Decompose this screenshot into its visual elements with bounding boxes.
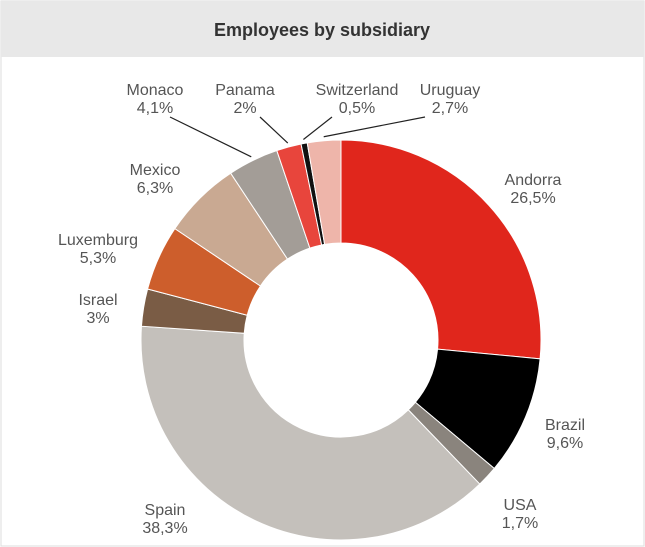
category-label: Mexico [130, 162, 181, 179]
category-label: Panama [215, 82, 275, 99]
value-label: 38,3% [142, 520, 187, 537]
value-label: 26,5% [510, 190, 555, 207]
category-label: Spain [145, 502, 186, 519]
header [1, 1, 644, 57]
category-label: Monaco [127, 82, 184, 99]
donut-slice [306, 139, 342, 245]
value-label: 5,3% [80, 250, 116, 267]
donut-slice [340, 139, 542, 360]
donut-slice [140, 325, 481, 541]
value-label: 3% [86, 310, 109, 327]
value-label: 6,3% [137, 180, 173, 197]
category-label: USA [504, 497, 537, 514]
leader-line [303, 116, 333, 140]
value-label: 1,7% [502, 515, 538, 532]
chart-title: Employees by subsidiary [214, 20, 430, 40]
value-label: 0,5% [339, 100, 375, 117]
category-label: Israel [78, 292, 117, 309]
leader-line [169, 116, 252, 158]
category-label: Andorra [505, 172, 562, 189]
leader-line [323, 116, 426, 138]
category-label: Brazil [545, 417, 585, 434]
value-label: 9,6% [547, 435, 583, 452]
value-label: 4,1% [137, 100, 173, 117]
category-label: Luxemburg [58, 232, 138, 249]
category-label: Uruguay [420, 82, 480, 99]
category-label: Switzerland [316, 82, 399, 99]
value-label: 2,7% [432, 100, 468, 117]
value-label: 2% [233, 100, 256, 117]
leader-line [259, 116, 289, 144]
